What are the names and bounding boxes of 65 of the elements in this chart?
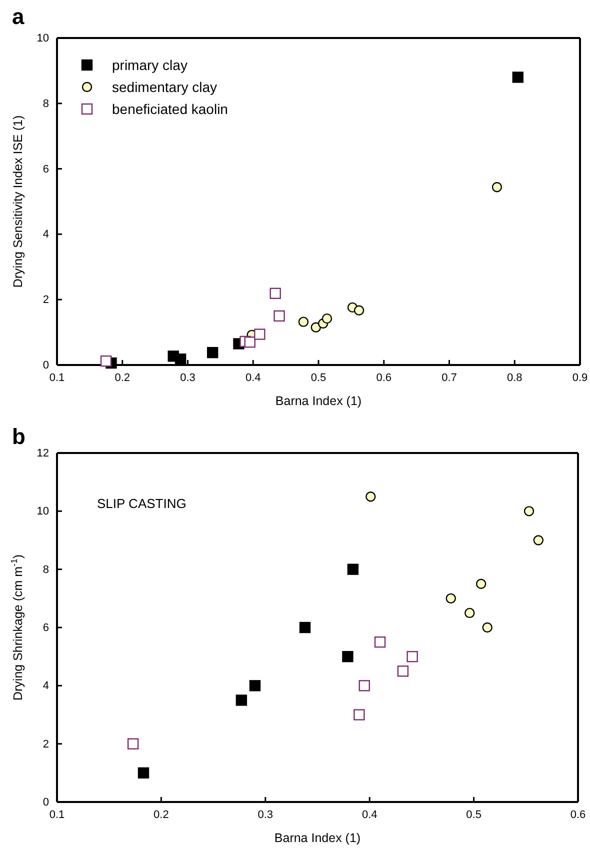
y-tick-label: 4 bbox=[42, 228, 49, 241]
point bbox=[482, 622, 492, 633]
point bbox=[464, 608, 475, 618]
x-tick-label: 0.7 bbox=[442, 372, 457, 384]
point bbox=[298, 316, 309, 327]
x-tick-label: 0.6 bbox=[570, 808, 586, 821]
y-tick-label: 10 bbox=[36, 506, 49, 518]
point bbox=[492, 182, 502, 192]
point bbox=[299, 622, 311, 634]
point bbox=[342, 650, 354, 662]
y-tick-label: 2 bbox=[42, 738, 49, 750]
point bbox=[524, 506, 534, 516]
x-tick-label: 0.2 bbox=[154, 808, 169, 821]
y-tick-label: 10 bbox=[36, 32, 49, 45]
y-tick-label: 8 bbox=[42, 98, 49, 110]
point bbox=[446, 593, 456, 604]
y-tick-label: 2 bbox=[42, 294, 49, 306]
point bbox=[174, 354, 186, 365]
y-tick-label: 6 bbox=[42, 163, 49, 176]
point bbox=[254, 328, 266, 340]
y-tick-label: 6 bbox=[42, 622, 49, 634]
x-axis-title: Barna Index (1) bbox=[274, 831, 361, 845]
point bbox=[322, 313, 332, 324]
point bbox=[100, 355, 112, 367]
x-tick-label: 0.4 bbox=[245, 372, 261, 384]
point bbox=[244, 336, 256, 348]
point bbox=[347, 564, 359, 575]
point bbox=[206, 346, 218, 358]
x-tick-label: 0.5 bbox=[310, 372, 326, 384]
y-tick-label: 0 bbox=[42, 796, 49, 809]
annotation: SLIP CASTING bbox=[97, 496, 186, 511]
x-tick-label: 0.3 bbox=[180, 372, 196, 384]
x-tick-label: 0.2 bbox=[114, 372, 130, 384]
point bbox=[397, 666, 409, 677]
point bbox=[127, 738, 139, 750]
point bbox=[476, 578, 486, 589]
x-tick-label: 0.6 bbox=[376, 372, 392, 384]
point bbox=[354, 305, 364, 316]
chart-title: a bbox=[12, 4, 25, 29]
x-tick-label: 0.8 bbox=[506, 372, 522, 384]
x-tick-label: 0.4 bbox=[362, 808, 378, 821]
legend-label: beneficiated kaolin bbox=[112, 101, 228, 117]
point bbox=[274, 310, 285, 322]
x-tick-label: 0.9 bbox=[572, 372, 588, 384]
point bbox=[533, 535, 544, 546]
point bbox=[236, 694, 248, 706]
point bbox=[249, 680, 261, 692]
x-tick-label: 0.1 bbox=[49, 372, 65, 384]
legend-label: sedimentary clay bbox=[112, 79, 218, 95]
point bbox=[512, 72, 524, 83]
legend-label: primary clay bbox=[112, 57, 188, 73]
y-tick-label: 8 bbox=[42, 564, 49, 576]
y-axis-title: Drying Sensitivity Index ISE (1) bbox=[11, 115, 25, 288]
point bbox=[406, 650, 418, 662]
x-axis-title: Barna Index (1) bbox=[275, 394, 362, 408]
point bbox=[374, 636, 386, 648]
chart-title: b bbox=[12, 424, 26, 449]
y-tick-label: 0 bbox=[42, 360, 49, 372]
point bbox=[138, 767, 150, 779]
x-tick-label: 0.3 bbox=[258, 808, 274, 821]
x-tick-label: 0.1 bbox=[49, 808, 65, 821]
point bbox=[366, 492, 376, 502]
y-tick-label: 12 bbox=[36, 448, 49, 460]
x-tick-label: 0.5 bbox=[466, 808, 482, 821]
y-tick-label: 4 bbox=[42, 680, 49, 692]
